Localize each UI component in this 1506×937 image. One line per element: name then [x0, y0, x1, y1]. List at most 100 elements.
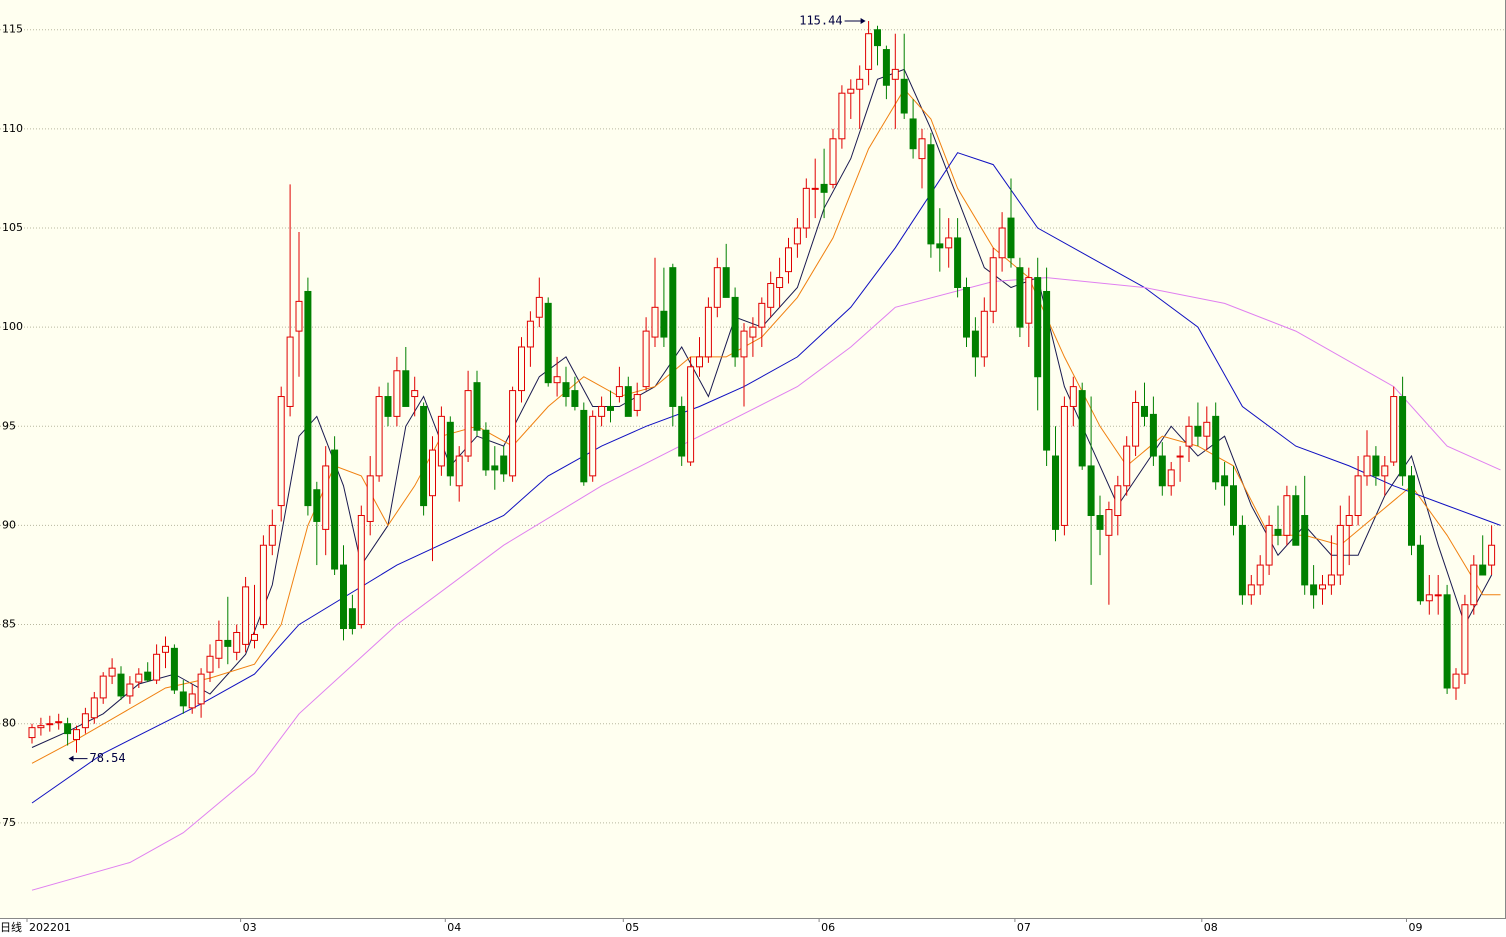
x-tick-label: 07 [1017, 921, 1031, 934]
candle-body [108, 667, 116, 677]
candle-body [624, 386, 632, 417]
max-arrowhead [860, 18, 866, 25]
candle-body [811, 187, 819, 190]
x-axis-strip [0, 918, 1506, 937]
candle-body [882, 49, 890, 86]
candle-body [589, 415, 597, 477]
candle-body [411, 390, 419, 398]
candle-body [936, 243, 944, 249]
candle-body [1016, 267, 1024, 328]
candle-body [37, 725, 45, 729]
candle-body [669, 267, 677, 407]
candle-body [126, 683, 134, 697]
candle-body [1345, 515, 1353, 526]
x-tick-label: 03 [243, 921, 257, 934]
y-tick-label: 80 [2, 717, 16, 730]
candle-body [891, 68, 899, 80]
candle-body [295, 300, 303, 332]
candle-body [918, 138, 926, 160]
candle-body [206, 655, 214, 673]
candle-body [1212, 415, 1220, 483]
candle-body [46, 723, 54, 726]
candle-body [1336, 524, 1344, 576]
candle-body [607, 405, 614, 411]
candle-body [242, 586, 250, 645]
candle-body [322, 465, 330, 530]
candle-body [820, 183, 828, 193]
candle-body [767, 283, 775, 308]
candle-body [55, 721, 63, 724]
candle-body [642, 330, 650, 388]
candle-body [865, 33, 873, 70]
candle-body [998, 227, 1006, 259]
candle-body [526, 320, 534, 348]
candle-body [1416, 544, 1424, 602]
candle-body [64, 723, 72, 735]
candle-body [135, 673, 143, 683]
candle-body [1069, 386, 1077, 407]
min-annotation: 78.54 [90, 751, 126, 765]
candle-body [793, 227, 801, 245]
candle-body [1052, 455, 1059, 530]
candle-body [1470, 564, 1478, 606]
candle-body [1105, 509, 1113, 536]
candle-body [491, 465, 499, 471]
candle-body [980, 310, 988, 358]
candle-body [268, 524, 276, 546]
candle-body [615, 386, 623, 398]
candle-body [473, 382, 481, 431]
candle-body [1141, 405, 1148, 417]
candle-body [1203, 421, 1211, 437]
candle-body [1132, 401, 1140, 447]
candle-body [1488, 544, 1496, 566]
candle-body [259, 544, 267, 626]
candle-body [429, 449, 436, 497]
candle-body [348, 608, 356, 630]
candle-body [535, 296, 543, 318]
candle-body [651, 306, 659, 338]
candle-body [1265, 524, 1273, 566]
candle-body [1452, 673, 1460, 689]
candle-body [1247, 584, 1255, 596]
candle-body [696, 356, 703, 368]
candle-body [28, 727, 36, 739]
candle-body [455, 455, 463, 487]
candle-body [847, 88, 855, 94]
candle-body [1078, 390, 1086, 467]
candle-body [1256, 564, 1264, 586]
candle-body [963, 286, 970, 338]
candle-body [251, 633, 258, 641]
candle-body [73, 729, 80, 741]
candle-body [277, 396, 285, 507]
candle-body [1479, 564, 1487, 576]
candle-body [509, 390, 517, 477]
candle-body [954, 237, 962, 288]
y-tick-label: 115 [2, 23, 23, 36]
candle-body [731, 296, 739, 358]
candle-body [1443, 594, 1451, 689]
period-label: 日线 [0, 920, 22, 934]
candle-body [1408, 475, 1415, 546]
candle-body [722, 267, 730, 298]
candle-body [188, 693, 196, 709]
y-tick-label: 90 [2, 518, 16, 531]
candle-body [1461, 604, 1469, 675]
candle-body [331, 449, 339, 570]
candle-body [544, 302, 552, 384]
candle-body [1123, 445, 1131, 487]
candle-body [1327, 574, 1335, 586]
candle-body [375, 396, 383, 477]
x-tick-label: 06 [821, 921, 835, 934]
candle-body [758, 302, 766, 328]
candle-body [1007, 217, 1015, 259]
candle-body [1096, 515, 1104, 530]
x-tick-label: 08 [1204, 921, 1218, 934]
candle-body [1167, 469, 1175, 487]
candle-body [1158, 455, 1166, 487]
candle-body [660, 310, 668, 338]
candle-body [1034, 277, 1042, 378]
candle-body [197, 673, 205, 705]
candle-body [909, 118, 917, 150]
y-tick-label: 100 [2, 320, 23, 333]
